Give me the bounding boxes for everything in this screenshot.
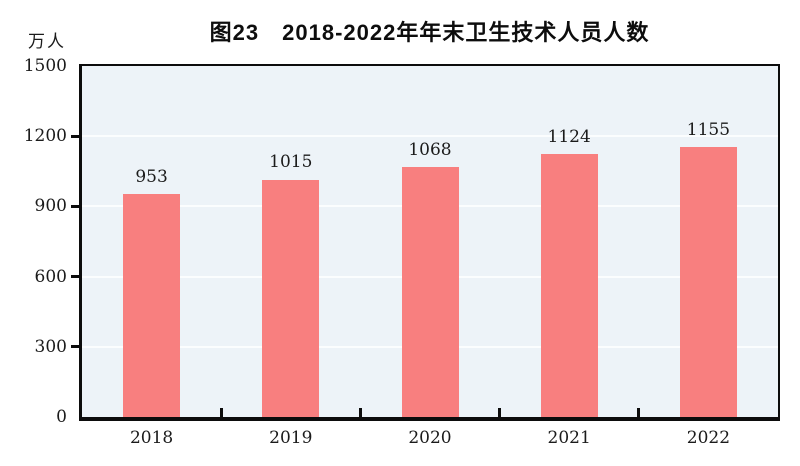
x-axis-tick-mark — [358, 408, 362, 417]
x-axis-tick-label: 2018 — [129, 428, 174, 448]
y-axis-tick-mark — [71, 204, 80, 208]
y-axis-tick-label: 0 — [56, 407, 67, 427]
gridline — [82, 135, 778, 138]
chart-title: 图23 2018-2022年年末卫生技术人员人数 — [209, 20, 650, 45]
y-axis-tick-label: 300 — [34, 336, 67, 357]
y-axis-tick-label: 1500 — [23, 56, 67, 76]
x-axis-tick-label: 2021 — [547, 428, 591, 448]
y-axis-tick-mark — [71, 134, 80, 138]
bar-2018 — [123, 194, 181, 417]
y-axis-unit-label: 万人 — [28, 32, 66, 51]
bar-2021 — [540, 153, 598, 417]
bar-2020 — [401, 167, 459, 417]
bar-2022 — [679, 146, 737, 417]
bar-value-label: 953 — [135, 166, 168, 187]
bar-2019 — [262, 179, 320, 417]
y-axis-tick-label: 600 — [34, 266, 67, 287]
y-axis-tick-label: 900 — [34, 196, 67, 217]
bar-value-label: 1155 — [686, 119, 731, 140]
y-axis-tick-label: 1200 — [23, 126, 67, 147]
bar-value-label: 1015 — [269, 152, 313, 173]
y-axis-tick-mark — [71, 345, 80, 349]
bar-value-label: 1068 — [408, 140, 452, 161]
x-axis-tick-mark — [219, 408, 223, 417]
x-axis-tick-mark — [498, 408, 502, 417]
x-axis-tick-label: 2019 — [269, 428, 313, 448]
y-axis-tick-mark — [71, 275, 80, 279]
x-axis-tick-mark — [637, 408, 641, 417]
bar-value-label: 1124 — [547, 126, 591, 147]
x-axis-tick-label: 2022 — [686, 428, 731, 448]
x-axis-tick-label: 2020 — [408, 428, 452, 448]
plot-area: 0 300 600 900 1200 1500 953 2018 1015 2019 1068 202… — [24, 56, 780, 448]
